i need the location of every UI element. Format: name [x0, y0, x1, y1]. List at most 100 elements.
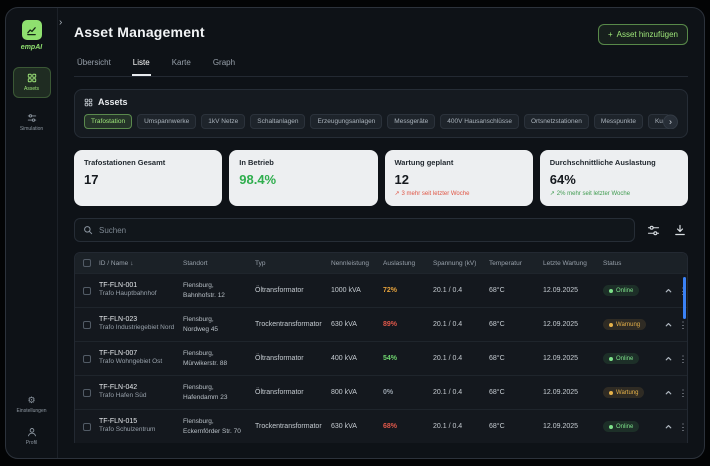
table-row[interactable]: TF-FLN-015Trafo Schulzentrum Flensburg,E…	[75, 409, 687, 443]
row-menu-button[interactable]: ⋮	[676, 386, 688, 400]
assets-panel-title: Assets	[98, 97, 128, 107]
asset-typ: Trockentransformator	[255, 423, 331, 430]
row-menu-button[interactable]: ⋮	[676, 352, 688, 366]
assets-icon	[27, 73, 37, 83]
asset-auslastung: 54%	[383, 355, 433, 362]
chip-erzeugungsanlagen[interactable]: Erzeugungsanlagen	[310, 114, 382, 129]
stat-trend-text: 3 mehr seit letzter Woche	[402, 191, 470, 197]
chip-1kv-netze[interactable]: 1kV Netze	[201, 114, 245, 129]
table-row[interactable]: TF-FLN-042Trafo Hafen Süd Flensburg,Hafe…	[75, 375, 687, 409]
trend-up-icon: ↗	[395, 190, 400, 197]
asset-name: Trafo Hafen Süd	[99, 392, 177, 400]
column-header-nennleistung[interactable]: Nennleistung	[331, 260, 383, 267]
column-header-standort[interactable]: Standort	[183, 260, 255, 267]
asset-letzte-wartung: 12.09.2025	[543, 321, 603, 328]
asset-spannung: 20.1 / 0.4	[433, 355, 489, 362]
kebab-icon: ⋮	[679, 353, 688, 365]
main-content: › Asset Management + Asset hinzufügen Üb…	[58, 8, 704, 458]
chevron-up-icon	[664, 320, 673, 329]
tab-uebersicht[interactable]: Übersicht	[76, 56, 112, 76]
chevron-right-icon: ›	[669, 116, 672, 126]
kebab-icon: ⋮	[679, 319, 688, 331]
asset-letzte-wartung: 12.09.2025	[543, 355, 603, 362]
chip-umspannwerke[interactable]: Umspannwerke	[137, 114, 196, 129]
asset-nennleistung: 1000 kVA	[331, 287, 383, 294]
collapse-row-button[interactable]	[661, 318, 675, 332]
sidebar-item-simulation[interactable]: Simulation	[13, 108, 51, 137]
column-header-typ[interactable]: Typ	[255, 260, 331, 267]
download-button[interactable]	[672, 222, 688, 238]
sidebar-item-einstellungen[interactable]: ⚙ Einstellungen	[13, 394, 51, 416]
tab-graph[interactable]: Graph	[212, 56, 236, 76]
stat-cards: Trafostationen Gesamt 17 In Betrieb 98.4…	[74, 150, 688, 206]
filter-button[interactable]	[645, 223, 662, 238]
add-asset-button[interactable]: + Asset hinzufügen	[598, 24, 688, 45]
tab-karte[interactable]: Karte	[171, 56, 192, 76]
sliders-icon	[27, 113, 37, 123]
plus-icon: +	[608, 30, 613, 39]
chip-ortsnetzstationen[interactable]: Ortsnetzstationen	[524, 114, 589, 129]
stat-card-in-betrieb: In Betrieb 98.4%	[229, 150, 377, 206]
column-header-spannung[interactable]: Spannung (kV)	[433, 260, 489, 267]
status-badge: Online	[603, 285, 639, 296]
asset-spannung: 20.1 / 0.4	[433, 321, 489, 328]
sidebar-item-profil[interactable]: Profil	[13, 425, 51, 448]
chevron-up-icon	[664, 286, 673, 295]
collapse-row-button[interactable]	[661, 420, 675, 434]
select-all-checkbox[interactable]	[83, 259, 91, 267]
status-dot-icon	[609, 357, 613, 361]
logo-text: empAI	[21, 44, 42, 51]
collapse-row-button[interactable]	[661, 352, 675, 366]
asset-spannung: 20.1 / 0.4	[433, 389, 489, 396]
asset-auslastung: 89%	[383, 321, 433, 328]
column-header-auslastung[interactable]: Auslastung	[383, 260, 433, 267]
search-input[interactable]	[99, 226, 626, 235]
stat-label: Trafostationen Gesamt	[84, 158, 212, 167]
add-asset-label: Asset hinzufügen	[617, 30, 678, 39]
chip-trafostation[interactable]: Trafostation	[84, 114, 132, 129]
asset-temperatur: 68°C	[489, 423, 543, 430]
status-dot-icon	[609, 391, 613, 395]
row-checkbox[interactable]	[83, 389, 91, 397]
chip-messpunkte[interactable]: Messpunkte	[594, 114, 643, 129]
chip-messgeraete[interactable]: Messgeräte	[387, 114, 435, 129]
status-badge: Online	[603, 421, 639, 432]
chip-schaltanlagen[interactable]: Schaltanlagen	[250, 114, 305, 129]
column-header-id-name[interactable]: ID / Name↓	[99, 260, 183, 267]
table-row[interactable]: TF-FLN-001Trafo Hauptbahnhof Flensburg,B…	[75, 273, 687, 307]
search-row	[74, 218, 688, 242]
collapse-row-button[interactable]	[661, 386, 675, 400]
row-menu-button[interactable]: ⋮	[676, 420, 688, 434]
row-checkbox[interactable]	[83, 355, 91, 363]
tab-liste[interactable]: Liste	[132, 56, 151, 76]
chip-400v-hausanschluesse[interactable]: 400V Hausanschlüsse	[440, 114, 519, 129]
column-header-temperatur[interactable]: Temperatur	[489, 260, 543, 267]
sidebar-bottom: ⚙ Einstellungen Profil	[13, 394, 51, 448]
chips-scroll-right-button[interactable]: ›	[663, 114, 678, 129]
row-menu-button[interactable]: ⋮	[676, 284, 688, 298]
table-row[interactable]: TF-FLN-007Trafo Wohngebiet Ost Flensburg…	[75, 341, 687, 375]
row-menu-button[interactable]: ⋮	[676, 318, 688, 332]
asset-auslastung: 72%	[383, 287, 433, 294]
asset-id: TF-FLN-007	[99, 350, 177, 357]
table-scrollbar[interactable]	[683, 277, 686, 319]
row-checkbox[interactable]	[83, 423, 91, 431]
asset-temperatur: 68°C	[489, 287, 543, 294]
asset-standort: Flensburg,	[183, 349, 249, 358]
table-row[interactable]: TF-FLN-023Trafo Industriegebiet Nord Fle…	[75, 307, 687, 341]
sidebar: empAI Assets Simulation ⚙ Einstellungen	[6, 8, 58, 458]
asset-temperatur: 68°C	[489, 355, 543, 362]
asset-name: Trafo Industriegebiet Nord	[99, 324, 177, 332]
column-header-status[interactable]: Status	[603, 260, 661, 267]
asset-temperatur: 68°C	[489, 321, 543, 328]
sidebar-item-assets[interactable]: Assets	[13, 67, 51, 98]
sidebar-toggle-icon[interactable]: ›	[59, 18, 62, 28]
row-checkbox[interactable]	[83, 321, 91, 329]
row-checkbox[interactable]	[83, 287, 91, 295]
collapse-row-button[interactable]	[661, 284, 675, 298]
stat-label: In Betrieb	[239, 158, 367, 167]
grid-icon	[84, 98, 93, 107]
column-header-letzte-wartung[interactable]: Letzte Wartung	[543, 260, 603, 267]
search-box[interactable]	[74, 218, 635, 242]
filter-chips: Trafostation Umspannwerke 1kV Netze Scha…	[84, 114, 678, 129]
